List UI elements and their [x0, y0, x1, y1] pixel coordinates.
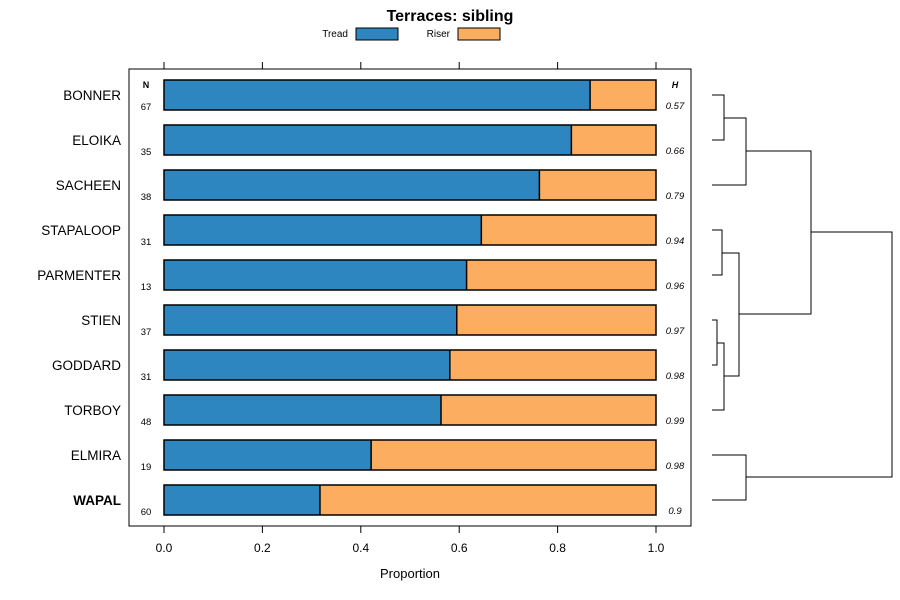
h-value: 0.9: [668, 506, 682, 517]
bar-riser: [440, 395, 656, 425]
bar-tread: [164, 485, 320, 515]
bar-riser: [319, 485, 656, 515]
row-parmenter: PARMENTER 13 0.96: [37, 259, 685, 293]
n-value: 60: [141, 507, 152, 518]
bar-outline: [163, 169, 657, 201]
bar-riser: [456, 305, 656, 335]
h-value: 0.57: [666, 101, 685, 112]
category-label: PARMENTER: [37, 268, 121, 283]
dendrogram: [712, 94, 893, 501]
category-label: BONNER: [63, 88, 121, 103]
bar-outline: [163, 124, 657, 156]
row-bonner: BONNER 67 0.57: [63, 79, 685, 113]
h-value: 0.98: [666, 461, 685, 472]
legend-swatch-riser: [457, 27, 501, 41]
n-value: 48: [141, 417, 152, 428]
dendrogram-link: [746, 231, 893, 478]
dendrogram-link: [712, 229, 723, 276]
bar-riser: [371, 440, 656, 470]
bar-tread: [164, 350, 450, 380]
bar-riser: [449, 350, 656, 380]
dendrogram-link: [722, 252, 740, 377]
category-label: STAPALOOP: [41, 223, 121, 238]
row-wapal: WAPAL 60 0.9: [73, 484, 682, 518]
bar-outline: [163, 349, 657, 381]
n-value: 19: [141, 462, 152, 473]
h-column-header: H: [672, 80, 679, 90]
dendrogram-link: [712, 454, 747, 501]
n-value: 31: [141, 237, 152, 248]
category-label: ELMIRA: [71, 448, 121, 463]
h-value: 0.99: [666, 416, 685, 427]
x-tick-label: 0.6: [451, 541, 468, 555]
n-column-header: N: [143, 80, 150, 90]
chart-title: Terraces: sibling: [387, 8, 514, 25]
bar-tread: [164, 215, 482, 245]
bar-riser: [539, 170, 656, 200]
plot-frame: [128, 68, 692, 527]
x-tick-label: 1.0: [648, 541, 665, 555]
legend-label-tread: Tread: [322, 29, 348, 40]
h-value: 0.97: [666, 326, 685, 337]
x-tick-label: 0.2: [254, 541, 271, 555]
x-tick-label: 0.8: [549, 541, 566, 555]
bar-outline: [163, 304, 657, 336]
bar-rows: BONNER 67 0.57 ELOIKA 35 0.66 SACHEEN 38 0.79 STA…: [37, 79, 685, 518]
h-value: 0.98: [666, 371, 685, 382]
row-torboy: TORBOY 48 0.99: [64, 394, 685, 428]
dendrogram-link: [712, 94, 725, 141]
bar-outline: [163, 484, 657, 516]
bar-riser: [590, 80, 656, 110]
bar-outline: [163, 394, 657, 426]
n-value: 35: [141, 147, 152, 158]
category-label: TORBOY: [64, 403, 121, 418]
category-label: SACHEEN: [56, 178, 121, 193]
row-stapaloop: STAPALOOP 31 0.94: [41, 214, 685, 248]
bar-outline: [163, 214, 657, 246]
bar-tread: [164, 305, 457, 335]
legend: Tread Riser: [322, 27, 501, 41]
bar-tread: [164, 440, 372, 470]
category-label: STIEN: [81, 313, 121, 328]
bar-tread: [164, 395, 441, 425]
legend-swatch-tread: [355, 27, 399, 41]
x-axis-label: Proportion: [380, 566, 440, 581]
h-value: 0.96: [666, 281, 685, 292]
row-stien: STIEN 37 0.97: [81, 304, 685, 338]
bar-tread: [164, 170, 540, 200]
bar-tread: [164, 260, 467, 290]
h-value: 0.94: [666, 236, 685, 247]
category-label: ELOIKA: [72, 133, 121, 148]
n-value: 38: [141, 192, 152, 203]
bar-riser: [571, 125, 656, 155]
h-value: 0.66: [666, 146, 685, 157]
x-axis: 0.0 0.2 0.4 0.6 0.8 1.0: [156, 62, 665, 555]
n-value: 31: [141, 372, 152, 383]
legend-label-riser: Riser: [427, 29, 451, 40]
bar-tread: [164, 80, 591, 110]
row-sacheen: SACHEEN 38 0.79: [56, 169, 685, 203]
n-value: 13: [141, 282, 152, 293]
bar-outline: [163, 79, 657, 111]
bar-riser: [466, 260, 656, 290]
dendrogram-link: [712, 342, 725, 411]
dendrogram-link: [712, 117, 747, 186]
x-tick-label: 0.4: [352, 541, 369, 555]
bar-outline: [163, 439, 657, 471]
dendrogram-link: [712, 319, 718, 366]
row-eloika: ELOIKA 35 0.66: [72, 124, 685, 158]
x-tick-label: 0.0: [156, 541, 173, 555]
category-label: GODDARD: [52, 358, 121, 373]
row-goddard: GODDARD 31 0.98: [52, 349, 685, 383]
category-label: WAPAL: [73, 493, 121, 508]
bar-riser: [481, 215, 656, 245]
bar-tread: [164, 125, 572, 155]
bar-outline: [163, 259, 657, 291]
dendrogram-link: [739, 150, 812, 315]
row-elmira: ELMIRA 19 0.98: [71, 439, 685, 473]
n-value: 37: [141, 327, 152, 338]
n-value: 67: [141, 102, 152, 113]
h-value: 0.79: [666, 191, 685, 202]
